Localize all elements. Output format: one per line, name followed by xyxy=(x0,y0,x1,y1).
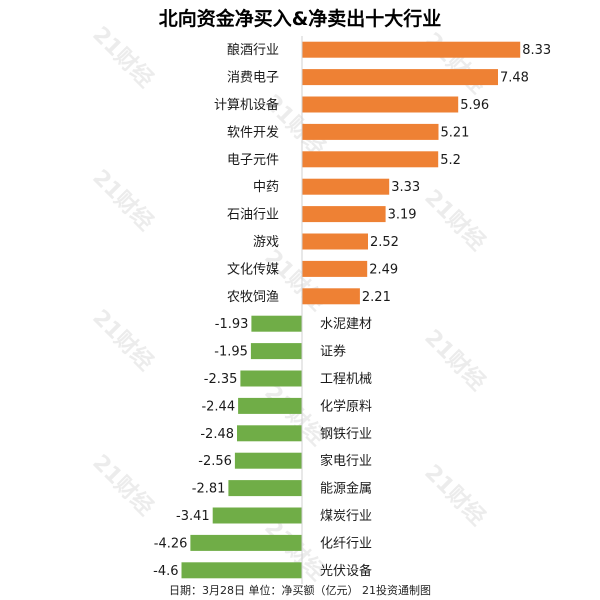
category-label: 中药 xyxy=(253,180,279,195)
bar xyxy=(302,260,368,277)
category-label: 酿酒行业 xyxy=(227,42,279,58)
value-label: -1.93 xyxy=(215,317,249,332)
value-label: 2.52 xyxy=(370,235,399,250)
bar xyxy=(302,69,498,86)
category-label: 煤炭行业 xyxy=(320,509,372,524)
bar xyxy=(190,534,302,551)
value-label: 2.49 xyxy=(369,262,398,277)
bar xyxy=(302,233,368,250)
watermark-text: 21财经 xyxy=(87,304,158,375)
watermark-text: 21财经 xyxy=(419,184,490,255)
bar xyxy=(250,343,302,360)
value-label: -2.56 xyxy=(198,454,232,469)
value-label: 5.2 xyxy=(440,153,461,168)
category-label: 工程机械 xyxy=(320,372,372,387)
watermark-text: 21财经 xyxy=(419,324,490,395)
bar xyxy=(302,96,459,113)
bar xyxy=(228,480,302,497)
value-label: -3.41 xyxy=(176,509,210,524)
value-label: 5.21 xyxy=(441,125,470,140)
value-label: -1.95 xyxy=(214,345,248,360)
bar xyxy=(302,206,386,223)
category-label: 能源金属 xyxy=(320,481,372,497)
bar xyxy=(302,288,360,305)
watermark-text: 21财经 xyxy=(259,244,330,315)
category-label: 证券 xyxy=(320,344,346,360)
category-label: 电子元件 xyxy=(227,153,279,168)
value-label: -2.81 xyxy=(192,482,226,497)
category-label: 软件开发 xyxy=(227,124,279,140)
category-label: 化学原料 xyxy=(320,398,372,414)
bar xyxy=(212,507,302,524)
value-label: 2.21 xyxy=(362,290,391,305)
value-label: -4.26 xyxy=(154,536,188,551)
category-label: 钢铁行业 xyxy=(320,427,372,442)
watermark-text: 21财经 xyxy=(87,21,158,92)
labels-layer: 酿酒行业 8.33 消费电子 7.48 计算机设备 5.96 软件开发 5.21 电子元件 5.2… xyxy=(153,42,551,579)
chart-title: 北向资金净买入&净卖出十大行业 xyxy=(158,8,442,30)
value-label: -2.35 xyxy=(204,372,238,387)
bars-layer xyxy=(181,41,521,579)
value-label: 3.19 xyxy=(388,208,417,223)
category-label: 水泥建材 xyxy=(320,317,372,332)
value-label: 7.48 xyxy=(500,71,529,86)
category-label: 石油行业 xyxy=(227,208,279,223)
bar xyxy=(240,370,302,387)
category-label: 计算机设备 xyxy=(214,97,279,113)
bar xyxy=(302,123,439,140)
category-label: 农牧饲渔 xyxy=(227,290,279,305)
category-label: 文化传媒 xyxy=(227,262,279,277)
bar xyxy=(302,41,521,58)
value-label: 5.96 xyxy=(460,98,489,113)
footer-note: 日期：3月28日 单位：净买额（亿元） 21投资通制图 xyxy=(169,584,431,597)
category-label: 化纤行业 xyxy=(320,536,372,551)
bar xyxy=(181,562,302,579)
bar xyxy=(302,151,439,168)
category-label: 光伏设备 xyxy=(320,563,372,579)
value-label: -4.6 xyxy=(153,564,178,579)
value-label: -2.48 xyxy=(200,427,234,442)
category-label: 游戏 xyxy=(253,235,279,250)
value-label: -2.44 xyxy=(201,399,235,414)
value-label: 3.33 xyxy=(391,180,420,195)
bar xyxy=(234,452,302,469)
value-label: 8.33 xyxy=(522,43,551,58)
watermark-text: 21财经 xyxy=(87,164,158,235)
bar xyxy=(251,315,302,332)
bar xyxy=(237,425,302,442)
watermark-text: 21财经 xyxy=(419,459,490,530)
bar xyxy=(302,178,390,195)
watermark-text: 21财经 xyxy=(87,449,158,520)
category-label: 家电行业 xyxy=(320,453,372,469)
category-label: 消费电子 xyxy=(227,71,279,86)
bar xyxy=(238,397,302,414)
watermark-text: 21财经 xyxy=(419,27,490,98)
